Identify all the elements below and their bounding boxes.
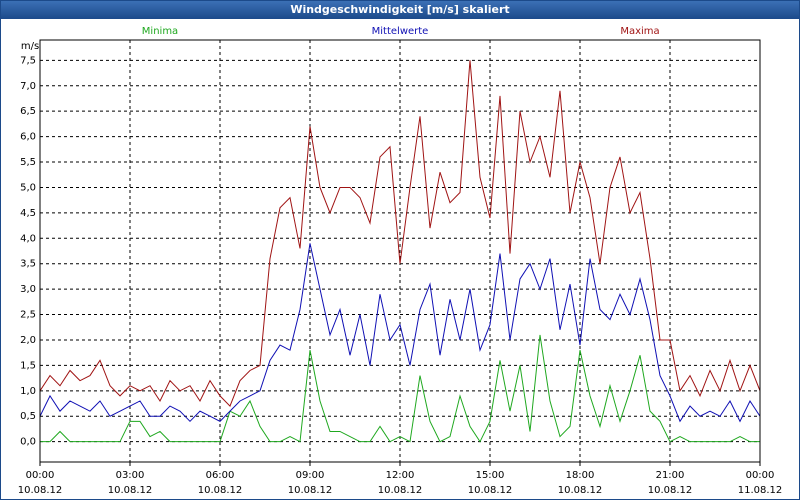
y-tick-label: 1,0 [20,386,36,397]
y-tick-label: 5,5 [20,157,36,168]
y-tick-label: 0,0 [20,437,36,448]
x-tick-label: 21:00 [656,470,685,481]
y-tick-label: 4,0 [20,233,36,244]
y-axis-label: m/s [21,41,39,52]
x-tick-label: 06:00 [206,470,235,481]
y-tick-label: 5,0 [20,182,36,193]
x-tick-date: 10.08.12 [18,485,63,496]
y-tick-label: 2,0 [20,335,36,346]
x-tick-label: 09:00 [296,470,325,481]
y-tick-label: 7,5 [20,55,36,66]
series-line [40,334,760,443]
x-tick-label: 15:00 [476,470,505,481]
x-tick-label: 00:00 [26,470,55,481]
x-tick-date: 11.08.12 [738,485,783,496]
y-tick-label: 7,0 [20,81,36,92]
title-bar [0,0,800,19]
y-tick-label: 0,5 [20,411,36,422]
x-tick-date: 10.08.12 [378,485,423,496]
y-tick-label: 3,0 [20,284,36,295]
y-tick-label: 3,5 [20,259,36,270]
x-tick-date: 10.08.12 [558,485,603,496]
legend-entry: Minima [142,26,178,37]
x-tick-label: 00:00 [746,470,775,481]
series-line [39,243,761,423]
x-tick-date: 10.08.12 [468,485,513,496]
series-line [39,60,761,407]
plot-frame [39,39,761,463]
x-tick-date: 10.08.12 [108,485,153,496]
x-tick-label: 12:00 [386,470,415,481]
y-tick-label: 6,0 [20,132,36,143]
legend-entry: Mittelwerte [372,26,429,37]
x-tick-date: 10.08.12 [648,485,693,496]
y-tick-label: 1,5 [20,360,36,371]
x-tick-label: 03:00 [116,470,145,481]
y-tick-label: 4,5 [20,208,36,219]
y-tick-label: 2,5 [20,310,36,321]
chart-title: Windgeschwindigkeit [m/s] skaliert [290,3,509,16]
x-tick-date: 10.08.12 [198,485,243,496]
x-tick-label: 18:00 [566,470,595,481]
legend-entry: Maxima [620,26,659,37]
y-tick-label: 6,5 [20,106,36,117]
x-tick-date: 10.08.12 [288,485,333,496]
